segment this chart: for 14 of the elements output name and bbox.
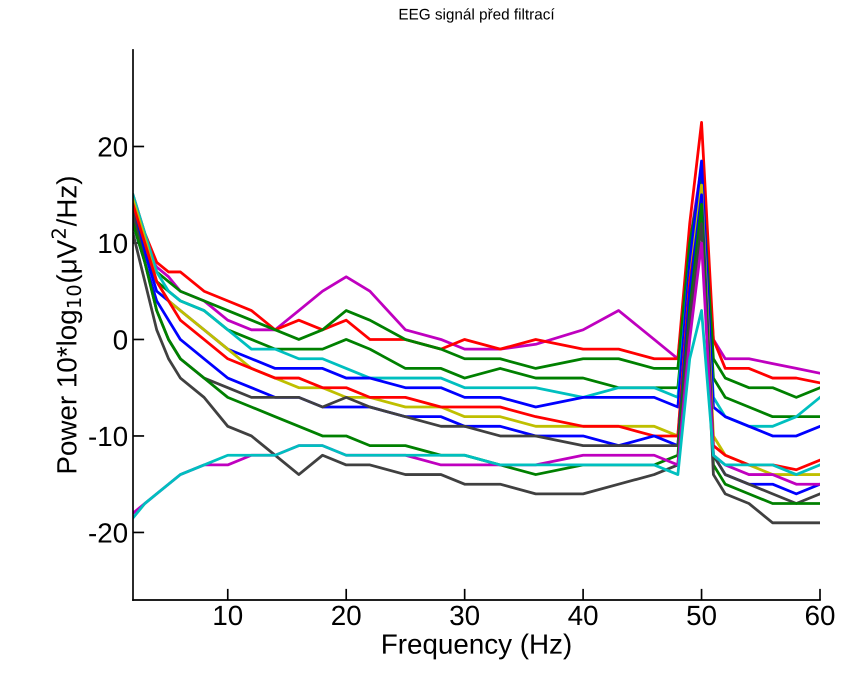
x-tick-label: 20 xyxy=(332,606,361,626)
x-tick-label: 30 xyxy=(450,606,480,626)
chart-title: EEG signál před filtrací xyxy=(400,8,555,23)
y-axis-title: Power 10*log$_{10}$(μV$^{2}$/Hz) xyxy=(51,177,82,472)
y-tick-label: -20 xyxy=(89,523,128,543)
y-tick-label: 10 xyxy=(99,234,128,254)
y-tick-label: 0 xyxy=(114,330,128,350)
x-tick-label: 60 xyxy=(806,606,834,626)
x-tick-label: 40 xyxy=(568,606,598,626)
y-tick-label: 20 xyxy=(98,137,128,157)
x-axis-title: Frequency (Hz) xyxy=(383,634,570,660)
x-tick-label: 10 xyxy=(214,606,242,626)
x-tick-label: 50 xyxy=(687,606,716,626)
y-tick-label: -10 xyxy=(89,426,128,446)
